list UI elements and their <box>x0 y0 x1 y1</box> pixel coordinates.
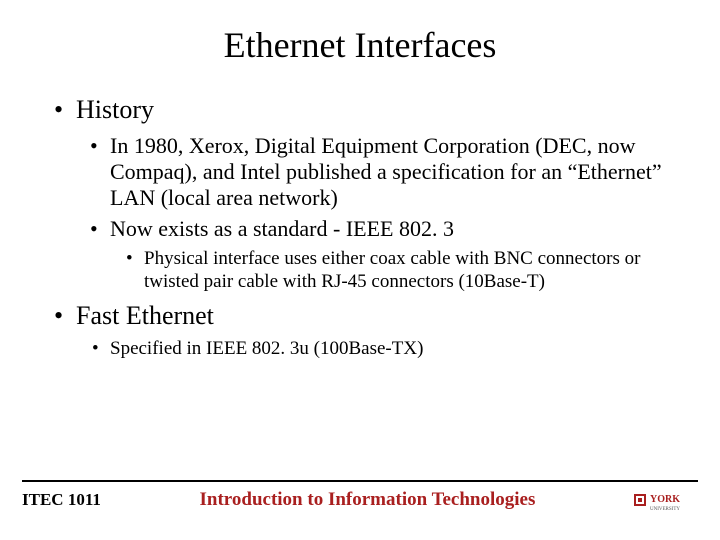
bullet-list-lvl3: Specified in IEEE 802. 3u (100Base-TX) <box>90 338 670 361</box>
course-title: Introduction to Information Technologies <box>101 489 634 511</box>
svg-text:UNIVERSITY: UNIVERSITY <box>650 507 680 512</box>
slide-title: Ethernet Interfaces <box>50 24 670 66</box>
lvl1-item-history: History In 1980, Xerox, Digital Equipmen… <box>50 94 670 294</box>
lvl2-item: Now exists as a standard - IEEE 802. 3 P… <box>88 216 670 294</box>
footer-row: ITEC 1011 Introduction to Information Te… <box>22 486 698 514</box>
slide: Ethernet Interfaces History In 1980, Xer… <box>0 0 720 540</box>
lvl2-text: In 1980, Xerox, Digital Equipment Corpor… <box>110 133 662 211</box>
lvl1-item-fast-ethernet: Fast Ethernet Specified in IEEE 802. 3u … <box>50 300 670 361</box>
course-code: ITEC 1011 <box>22 490 101 510</box>
lvl1-text: Fast Ethernet <box>76 301 214 330</box>
bullet-list-lvl1: History In 1980, Xerox, Digital Equipmen… <box>50 94 670 361</box>
lvl3-text: Physical interface uses either coax cabl… <box>144 248 640 292</box>
bullet-list-lvl3: Physical interface uses either coax cabl… <box>124 248 670 294</box>
lvl2-item: In 1980, Xerox, Digital Equipment Corpor… <box>88 133 670 212</box>
lvl3-text: Specified in IEEE 802. 3u (100Base-TX) <box>110 338 423 359</box>
lvl3-item: Physical interface uses either coax cabl… <box>124 248 670 294</box>
logo-text: YORK <box>650 494 680 505</box>
slide-footer: ITEC 1011 Introduction to Information Te… <box>0 480 720 514</box>
york-logo-icon: YORK UNIVERSITY <box>634 486 698 514</box>
bullet-list-lvl2: In 1980, Xerox, Digital Equipment Corpor… <box>88 133 670 294</box>
lvl2-text: Now exists as a standard - IEEE 802. 3 <box>110 216 454 241</box>
lvl3-item: Specified in IEEE 802. 3u (100Base-TX) <box>90 338 670 361</box>
footer-divider <box>22 480 698 482</box>
lvl1-text: History <box>76 95 154 124</box>
